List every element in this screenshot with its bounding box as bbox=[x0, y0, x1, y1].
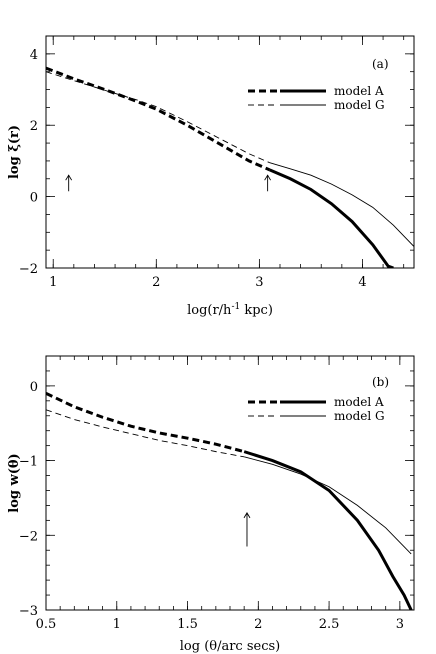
chart-panel-a: 1 2 3 4 −2 0 2 4 log(r/h-1 kpc) log ξ(r) (a) model … bbox=[7, 35, 415, 318]
series-line-model-a-dashed bbox=[46, 391, 245, 454]
y-axis-title: log w(θ) bbox=[7, 453, 22, 512]
series-line-model-g-solid bbox=[269, 162, 414, 247]
x-tick-label: 1 bbox=[49, 275, 57, 290]
x-tick-label: 2 bbox=[152, 275, 160, 290]
y-tick-label: 0 bbox=[30, 191, 38, 206]
x-axis-title: log (θ/arc secs) bbox=[180, 639, 280, 654]
series-line-model-g-solid bbox=[244, 456, 412, 555]
y-tick-label: −2 bbox=[19, 529, 38, 544]
x-axis-title: log(r/h-1 kpc) bbox=[187, 302, 273, 318]
panel-label: (b) bbox=[372, 375, 389, 389]
x-tick-label: 2.5 bbox=[319, 617, 340, 632]
series-line-model-a-solid bbox=[243, 450, 413, 610]
y-tick-label: −1 bbox=[19, 455, 38, 470]
x-tick-label: 3 bbox=[255, 275, 263, 290]
series-line-model-g-dashed bbox=[46, 409, 245, 458]
legend-label-model-g: model G bbox=[334, 98, 385, 112]
arrow-head bbox=[243, 512, 251, 519]
x-tick-label: 2 bbox=[254, 617, 262, 632]
panel-label: (a) bbox=[372, 57, 389, 71]
series-line-model-a-solid bbox=[269, 168, 394, 268]
x-tick-label: 1.5 bbox=[177, 617, 198, 632]
series-line-model-g-dashed bbox=[46, 71, 270, 164]
y-tick-label: −3 bbox=[19, 604, 38, 619]
y-tick-label: 0 bbox=[30, 380, 38, 395]
y-tick-label: 4 bbox=[30, 48, 38, 63]
plot-frame bbox=[45, 35, 415, 269]
x-tick-label: 4 bbox=[358, 275, 366, 290]
y-tick-label: 2 bbox=[30, 119, 38, 134]
y-axis-title: log ξ(r) bbox=[7, 125, 22, 179]
x-tick-label: 3 bbox=[396, 617, 404, 632]
x-tick-label: 0.5 bbox=[36, 617, 57, 632]
x-tick-label: 1 bbox=[113, 617, 121, 632]
legend-label-model-a: model A bbox=[334, 395, 384, 409]
arrow-head bbox=[65, 174, 73, 181]
chart-panel-b: 0.5 1 1.5 2 2.5 3 −3 −2 −1 0 log (θ/arc secs) log w… bbox=[7, 355, 415, 654]
y-tick-label: −2 bbox=[19, 262, 38, 277]
series-line-model-a-dashed bbox=[46, 66, 271, 172]
legend-label-model-g: model G bbox=[334, 409, 385, 423]
arrow-head bbox=[264, 174, 272, 181]
legend-label-model-a: model A bbox=[334, 84, 384, 98]
